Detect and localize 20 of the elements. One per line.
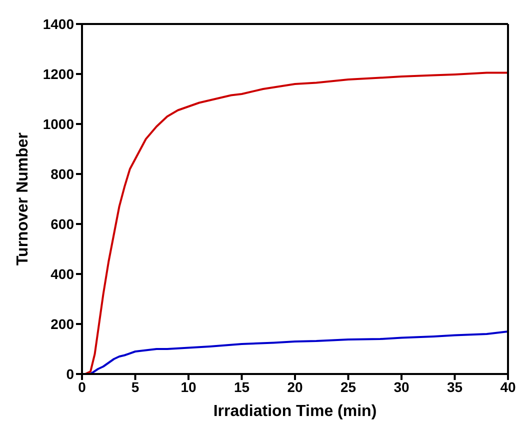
y-axis-title: Turnover Number: [14, 132, 32, 266]
y-tick-label: 0: [66, 366, 74, 382]
x-tick-label: 15: [234, 378, 250, 395]
y-tick-label: 1400: [42, 16, 74, 32]
x-tick-label: 40: [500, 378, 516, 395]
x-tick-label: 0: [78, 378, 86, 395]
x-tick-label: 30: [394, 378, 410, 395]
y-tick-label: 400: [50, 266, 74, 282]
y-tick-label: 200: [50, 316, 74, 332]
x-tick-label: 5: [131, 378, 140, 395]
x-tick-label: 35: [446, 378, 463, 395]
x-axis-title: Irradiation Time (min): [213, 403, 377, 420]
y-tick-label: 800: [50, 166, 74, 182]
y-tick-label: 1200: [42, 66, 74, 82]
y-tick-label: 1000: [42, 116, 74, 132]
line-series: [90, 330, 508, 374]
x-tick-label: 10: [180, 378, 196, 395]
x-tick-label: 25: [340, 378, 356, 395]
y-tick-label: 600: [50, 216, 74, 232]
x-tick-label: 20: [287, 378, 303, 395]
